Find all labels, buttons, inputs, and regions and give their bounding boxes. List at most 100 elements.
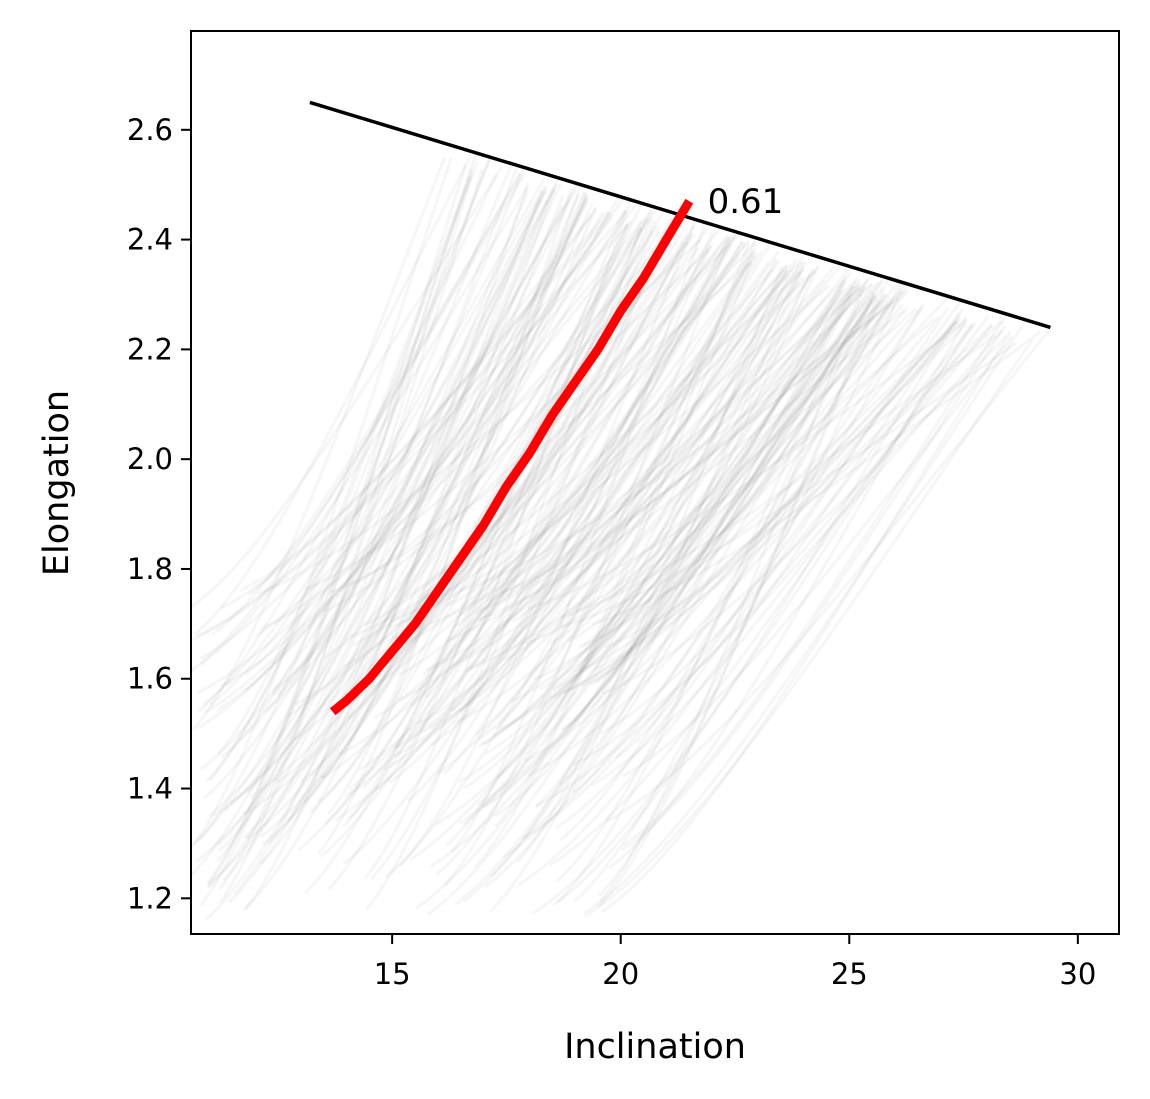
background-trajectory <box>216 198 624 712</box>
background-trajectory <box>259 195 589 866</box>
background-trajectory <box>458 276 859 825</box>
background-trajectory <box>481 287 861 747</box>
background-trajectory <box>338 273 790 756</box>
background-trajectory <box>478 240 744 623</box>
background-trajectory <box>267 194 565 846</box>
background-trajectory <box>560 334 996 619</box>
background-trajectory <box>489 266 805 913</box>
background-trajectory <box>476 282 907 806</box>
background-trajectory <box>263 200 590 713</box>
background-trajectories <box>191 152 1052 921</box>
background-trajectory <box>606 327 1052 823</box>
background-trajectory <box>591 330 1042 626</box>
background-trajectory <box>218 168 485 891</box>
background-trajectory <box>238 163 514 741</box>
background-trajectory <box>560 341 1017 629</box>
background-trajectory <box>319 224 695 858</box>
background-trajectory <box>442 244 713 776</box>
background-trajectory <box>478 270 800 741</box>
background-trajectory <box>573 290 903 903</box>
background-trajectory <box>383 270 816 771</box>
background-trajectory <box>191 167 526 877</box>
background-trajectory <box>246 191 529 795</box>
background-trajectory <box>620 324 1007 852</box>
background-trajectory <box>209 185 547 706</box>
background-trajectory <box>196 209 629 638</box>
background-trajectory <box>464 265 841 672</box>
background-trajectory <box>459 300 895 593</box>
background-trajectory <box>523 286 855 840</box>
background-trajectory <box>398 263 789 676</box>
background-trajectory <box>535 323 994 808</box>
background-trajectory <box>444 299 886 643</box>
x-axis-label: Inclination <box>564 1027 746 1067</box>
background-trajectory <box>467 307 918 671</box>
background-trajectory <box>499 309 919 731</box>
background-trajectory <box>454 293 853 907</box>
y-axis-label: Elongation <box>37 390 77 576</box>
background-trajectory <box>486 284 857 603</box>
background-trajectory <box>217 190 546 846</box>
background-trajectory <box>494 294 877 818</box>
background-trajectory <box>534 264 820 809</box>
background-trajectory <box>206 165 467 888</box>
background-trajectory <box>342 208 627 828</box>
background-trajectory <box>304 248 711 591</box>
background-trajectory <box>211 173 522 636</box>
background-trajectory <box>224 188 577 812</box>
background-trajectory <box>527 319 968 611</box>
background-trajectory <box>228 193 581 904</box>
background-trajectory <box>352 250 756 647</box>
background-trajectory <box>500 271 853 600</box>
background-trajectory <box>207 199 549 889</box>
background-trajectory <box>473 262 753 869</box>
background-trajectory <box>222 178 560 882</box>
background-trajectory <box>320 191 587 780</box>
background-trajectory <box>499 296 900 595</box>
background-trajectory <box>347 223 630 720</box>
highlight-line <box>329 198 694 716</box>
background-trajectory <box>568 296 892 642</box>
x-tick-label: 20 <box>602 957 639 991</box>
background-trajectory <box>243 246 700 816</box>
background-trajectory <box>192 220 633 641</box>
background-trajectory <box>212 226 643 817</box>
background-trajectory <box>430 265 788 746</box>
background-trajectory <box>601 331 1012 913</box>
background-trajectory <box>287 186 557 823</box>
background-trajectory <box>408 283 844 862</box>
background-trajectory <box>361 217 648 790</box>
background-trajectory <box>583 324 1024 915</box>
background-trajectory <box>191 156 446 731</box>
y-tick-label: 1.2 <box>127 881 173 915</box>
series-layer <box>309 100 1051 716</box>
background-trajectory <box>203 176 547 706</box>
background-trajectory <box>195 211 605 863</box>
background-trajectory <box>389 284 831 629</box>
background-trajectory <box>463 289 844 790</box>
background-trajectory <box>539 289 910 691</box>
background-trajectory <box>458 290 875 784</box>
background-trajectory <box>459 240 749 616</box>
background-trajectory <box>481 287 884 808</box>
background-trajectory <box>271 205 564 696</box>
background-trajectory <box>373 251 759 720</box>
background-trajectory <box>323 232 741 613</box>
background-trajectory <box>462 280 857 904</box>
background-trajectory <box>517 312 961 886</box>
background-trajectory <box>484 295 876 888</box>
background-trajectory <box>327 184 583 815</box>
background-trajectory <box>603 324 993 650</box>
background-trajectory <box>197 157 492 843</box>
background-trajectory <box>431 241 690 608</box>
background-trajectory <box>218 174 474 904</box>
background-trajectory <box>244 183 559 676</box>
x-tick-label: 25 <box>831 957 868 991</box>
background-trajectory <box>590 314 990 787</box>
background-trajectory <box>287 224 659 718</box>
background-trajectory <box>550 279 847 645</box>
background-trajectory <box>552 308 964 907</box>
background-trajectory <box>344 255 757 799</box>
background-trajectory <box>203 189 555 800</box>
background-trajectory <box>597 297 879 909</box>
